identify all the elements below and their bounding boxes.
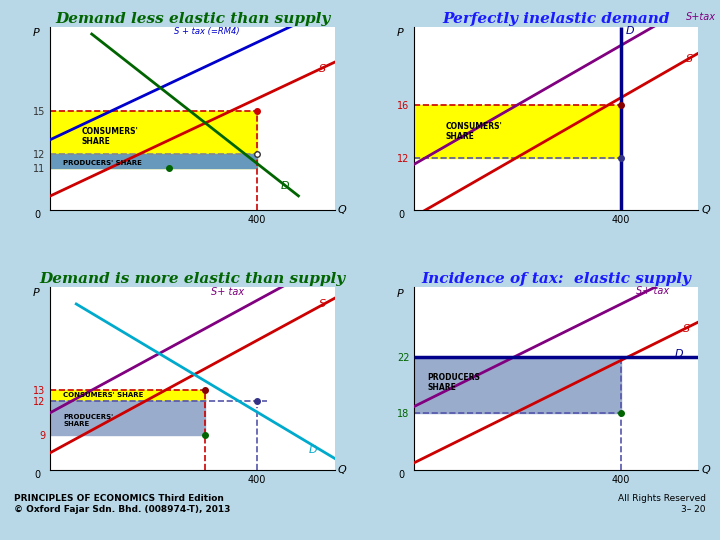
Text: Q: Q bbox=[338, 205, 346, 215]
Text: D: D bbox=[309, 444, 318, 455]
Text: S: S bbox=[319, 64, 326, 74]
Text: P: P bbox=[33, 288, 40, 298]
Bar bbox=[414, 357, 621, 414]
Text: P: P bbox=[33, 29, 40, 38]
Title: Demand is more elastic than supply: Demand is more elastic than supply bbox=[40, 272, 346, 286]
Title: Perfectly inelastic demand: Perfectly inelastic demand bbox=[443, 12, 670, 26]
Title: Demand less elastic than supply: Demand less elastic than supply bbox=[55, 12, 330, 26]
Text: S+ tax: S+ tax bbox=[210, 287, 243, 297]
Text: CONSUMERS'
SHARE: CONSUMERS' SHARE bbox=[81, 127, 138, 146]
Text: S+ tax: S+ tax bbox=[636, 286, 670, 296]
Text: D: D bbox=[280, 181, 289, 191]
Text: PRODUCERS
SHARE: PRODUCERS SHARE bbox=[427, 373, 480, 392]
Text: P: P bbox=[397, 289, 403, 299]
Text: PRODUCERS' SHARE: PRODUCERS' SHARE bbox=[63, 160, 142, 166]
Text: 0: 0 bbox=[35, 210, 40, 220]
Text: Q: Q bbox=[701, 205, 710, 215]
Text: S: S bbox=[683, 324, 690, 334]
Bar bbox=[414, 105, 621, 158]
Title: Incidence of tax:  elastic supply: Incidence of tax: elastic supply bbox=[421, 272, 691, 286]
Text: 0: 0 bbox=[398, 210, 405, 220]
Text: D: D bbox=[626, 25, 635, 36]
Bar bbox=[50, 390, 205, 401]
Text: CONSUMERS'
SHARE: CONSUMERS' SHARE bbox=[445, 122, 502, 141]
Text: S+tax: S+tax bbox=[685, 12, 716, 23]
Text: 0: 0 bbox=[35, 470, 40, 480]
Text: P: P bbox=[397, 29, 403, 38]
Text: Q: Q bbox=[701, 465, 710, 475]
Bar bbox=[50, 154, 257, 168]
Text: S: S bbox=[685, 55, 693, 64]
Text: 0: 0 bbox=[398, 470, 405, 480]
Text: All Rights Reserved
3– 20: All Rights Reserved 3– 20 bbox=[618, 494, 706, 514]
Bar bbox=[50, 401, 205, 435]
Text: S + tax (=RM4): S + tax (=RM4) bbox=[174, 27, 240, 36]
Bar bbox=[50, 111, 257, 168]
Text: CONSUMERS' SHARE: CONSUMERS' SHARE bbox=[63, 392, 144, 398]
Text: PRODUCERS'
SHARE: PRODUCERS' SHARE bbox=[63, 414, 114, 427]
Text: S: S bbox=[319, 299, 326, 309]
Text: PRINCIPLES OF ECONOMICS Third Edition
© Oxford Fajar Sdn. Bhd. (008974-T), 2013: PRINCIPLES OF ECONOMICS Third Edition © … bbox=[14, 494, 231, 514]
Text: Q: Q bbox=[338, 465, 346, 475]
Text: D: D bbox=[675, 349, 684, 359]
